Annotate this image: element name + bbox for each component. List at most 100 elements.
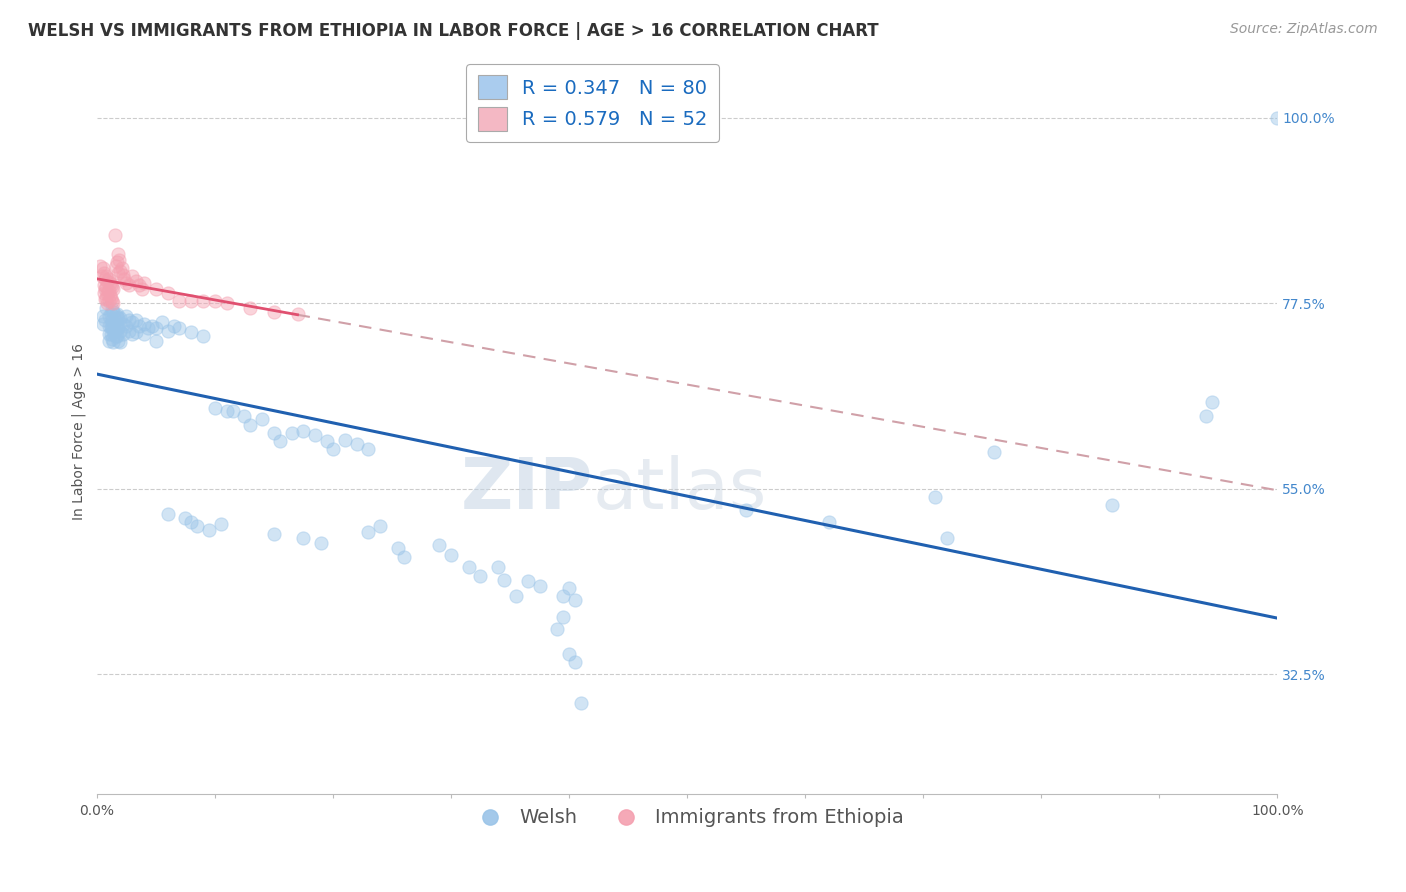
Point: [115, 318, 138, 333]
Point: [118, 324, 141, 338]
Point: [93, 266, 115, 280]
Point: [357, 524, 380, 539]
Point: [125, 326, 148, 340]
Point: [105, 318, 128, 332]
Point: [98, 276, 121, 290]
Legend: Welsh, Immigrants from Ethiopia: Welsh, Immigrants from Ethiopia: [463, 800, 911, 835]
Point: [96, 296, 118, 310]
Point: [101, 332, 124, 346]
Point: [118, 313, 141, 327]
Point: [104, 318, 127, 333]
Point: [156, 324, 179, 338]
Point: [494, 573, 516, 587]
Point: [558, 581, 581, 595]
Point: [198, 523, 221, 537]
Point: [529, 579, 551, 593]
Point: [110, 335, 132, 350]
Point: [209, 516, 232, 531]
Point: [239, 417, 262, 432]
Point: [322, 442, 344, 457]
Point: [94, 272, 117, 286]
Point: [169, 321, 191, 335]
Point: [221, 403, 243, 417]
Point: [924, 490, 946, 504]
Point: [141, 318, 163, 333]
Text: Source: ZipAtlas.com: Source: ZipAtlas.com: [1230, 22, 1378, 37]
Point: [263, 304, 285, 318]
Point: [125, 274, 148, 288]
Point: [505, 589, 527, 603]
Point: [104, 329, 127, 343]
Point: [368, 519, 391, 533]
Point: [97, 272, 120, 286]
Point: [156, 507, 179, 521]
Point: [101, 302, 124, 317]
Point: [100, 326, 122, 341]
Point: [118, 277, 141, 292]
Point: [983, 445, 1005, 459]
Point: [145, 321, 167, 335]
Point: [156, 285, 179, 300]
Point: [191, 293, 214, 308]
Point: [90, 269, 112, 284]
Text: atlas: atlas: [592, 455, 768, 524]
Y-axis label: In Labor Force | Age > 16: In Labor Force | Age > 16: [72, 343, 86, 520]
Point: [346, 436, 368, 450]
Point: [103, 317, 125, 331]
Point: [287, 307, 309, 321]
Point: [162, 318, 184, 333]
Point: [96, 269, 118, 284]
Point: [103, 326, 125, 340]
Point: [132, 276, 155, 290]
Point: [121, 326, 143, 341]
Point: [239, 301, 262, 315]
Point: [145, 334, 167, 348]
Point: [558, 647, 581, 661]
Point: [564, 593, 586, 607]
Point: [96, 291, 118, 305]
Point: [125, 313, 148, 327]
Point: [107, 310, 129, 325]
Point: [387, 541, 409, 556]
Point: [131, 283, 153, 297]
Point: [97, 284, 120, 298]
Point: [107, 321, 129, 335]
Point: [96, 301, 118, 315]
Point: [93, 277, 115, 292]
Point: [1195, 409, 1218, 424]
Point: [94, 283, 117, 297]
Point: [100, 318, 122, 333]
Text: ZIP: ZIP: [460, 455, 592, 524]
Point: [150, 315, 173, 329]
Point: [101, 293, 124, 308]
Point: [564, 655, 586, 669]
Point: [103, 324, 125, 338]
Point: [101, 280, 124, 294]
Point: [233, 409, 256, 424]
Point: [180, 326, 202, 340]
Point: [817, 515, 839, 529]
Point: [115, 276, 138, 290]
Point: [96, 280, 118, 294]
Point: [115, 309, 138, 323]
Point: [180, 293, 202, 308]
Point: [105, 307, 128, 321]
Point: [103, 228, 125, 243]
Point: [145, 283, 167, 297]
Point: [100, 291, 122, 305]
Point: [250, 412, 273, 426]
Point: [94, 313, 117, 327]
Point: [357, 442, 380, 457]
Point: [103, 296, 125, 310]
Point: [1265, 111, 1288, 125]
Point: [304, 428, 326, 442]
Point: [546, 622, 568, 636]
Point: [316, 434, 339, 449]
Point: [101, 313, 124, 327]
Point: [204, 293, 226, 308]
Point: [97, 293, 120, 308]
Point: [110, 263, 132, 277]
Point: [186, 519, 208, 533]
Point: [104, 260, 127, 274]
Point: [100, 307, 122, 321]
